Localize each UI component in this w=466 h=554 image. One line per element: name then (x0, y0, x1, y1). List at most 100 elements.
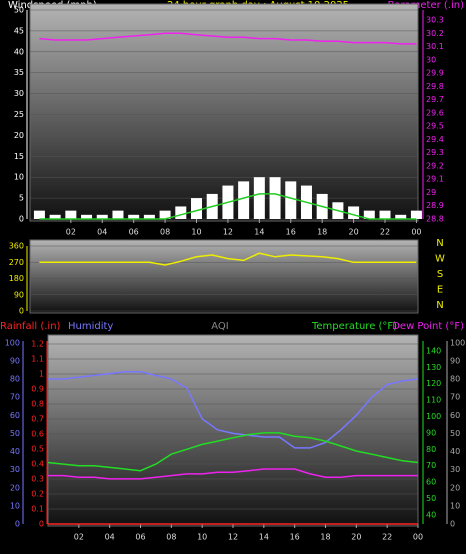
x-tick-label: 14 (259, 533, 269, 542)
y-tick-label: 60 (10, 411, 20, 420)
y-tick-label: 0.8 (31, 400, 44, 409)
y-tick-label: 10 (10, 501, 20, 510)
y-tick-label: 1.2 (31, 340, 44, 349)
wind-bar (159, 210, 171, 219)
y-tick-label: 100 (450, 338, 465, 347)
wind-bar (65, 210, 77, 219)
y-tick-label: 80 (450, 375, 460, 384)
y-tick-label: 100 (426, 412, 441, 421)
y-tick-label: 0 (15, 520, 20, 529)
direction-label: N (436, 300, 443, 311)
plot-area (29, 3, 419, 222)
y-tick-label: 30 (450, 465, 460, 474)
series-line (48, 468, 418, 480)
y-tick-label: 15 (14, 152, 24, 161)
direction-label: N (436, 238, 443, 249)
x-tick-label: 20 (349, 228, 359, 237)
series-line (39, 32, 417, 45)
y-tick-label: 0.9 (31, 385, 44, 394)
x-tick-label: 16 (290, 533, 300, 542)
y-tick-label: 25 (14, 110, 24, 119)
wind-bar (175, 206, 187, 219)
y-tick-label: 90 (450, 356, 460, 365)
y-tick-label: 0.2 (31, 490, 44, 499)
y-tick-label: 110 (426, 396, 441, 405)
x-tick-label: 14 (254, 228, 264, 237)
y-tick-label: 130 (426, 363, 441, 372)
direction-label: W (435, 254, 445, 265)
series-line (47, 432, 419, 472)
y-tick-label: 50 (450, 429, 460, 438)
x-tick-label: 22 (382, 533, 392, 542)
series-line (39, 252, 417, 266)
y-tick-label: 30 (426, 55, 436, 64)
y-tick-label: 70 (426, 461, 436, 470)
dew-label: Dew Point (°F) (392, 321, 464, 332)
x-tick-label: 12 (228, 533, 238, 542)
x-tick-label: 00 (411, 228, 421, 237)
series-line (48, 371, 419, 449)
y-tick-label: 29.6 (426, 108, 444, 117)
y-tick-label: 50 (10, 429, 20, 438)
x-tick-label: 12 (223, 228, 233, 237)
wind-bar (49, 214, 61, 219)
y-tick-label: 1 (39, 370, 44, 379)
y-tick-label: 10 (14, 173, 24, 182)
y-tick-label: 20 (450, 483, 460, 492)
y-tick-label: 30.1 (426, 42, 444, 51)
x-tick-label: 04 (97, 228, 107, 237)
wind-bar (410, 210, 422, 219)
x-tick-label: 10 (191, 228, 201, 237)
series-line (39, 193, 417, 220)
wind-bar (81, 214, 93, 219)
plot-area (47, 334, 419, 527)
x-tick-label: 02 (66, 228, 76, 237)
x-tick-label: 18 (317, 228, 327, 237)
wind-bar (395, 214, 407, 219)
x-tick-label: 04 (105, 533, 115, 542)
y-tick-label: 40 (426, 510, 436, 519)
y-tick-label: 20 (14, 131, 24, 140)
humidity-label: Humidity (68, 321, 113, 332)
y-tick-label: 50 (14, 6, 24, 15)
y-tick-label: 90 (10, 356, 20, 365)
y-tick-label: 29.3 (426, 148, 444, 157)
y-tick-label: 0 (39, 520, 44, 529)
y-tick-label: 29.1 (426, 175, 444, 184)
x-tick-label: 22 (380, 228, 390, 237)
y-tick-label: 30.2 (426, 29, 444, 38)
direction-label: S (437, 269, 443, 280)
y-tick-label: 29.5 (426, 122, 444, 131)
y-tick-label: 0.1 (31, 505, 44, 514)
y-tick-label: 0 (450, 520, 455, 529)
y-tick-label: 0.7 (31, 415, 44, 424)
wind-bar (191, 198, 203, 219)
y-tick-label: 90 (426, 428, 436, 437)
y-tick-label: 360 (9, 242, 24, 251)
y-tick-label: 140 (426, 346, 441, 355)
y-tick-label: 80 (426, 445, 436, 454)
x-tick-label: 10 (197, 533, 207, 542)
wind-bar (253, 177, 265, 219)
direction-label: E (437, 285, 443, 296)
wind-bar (238, 181, 250, 219)
y-tick-label: 45 (14, 26, 24, 35)
x-tick-label: 20 (351, 533, 361, 542)
y-tick-label: 60 (426, 478, 436, 487)
plot-area (29, 239, 419, 314)
x-tick-label: 06 (135, 533, 145, 542)
y-tick-label: 30.3 (426, 16, 444, 25)
y-tick-label: 270 (9, 258, 24, 267)
y-tick-label: 70 (450, 393, 460, 402)
y-tick-label: 5 (19, 194, 24, 203)
y-tick-label: 0 (19, 307, 24, 316)
y-tick-label: 180 (9, 274, 24, 283)
y-tick-label: 30 (14, 89, 24, 98)
wind-bar (128, 214, 140, 219)
x-tick-label: 18 (320, 533, 330, 542)
wind-bar (269, 177, 281, 219)
wind-bar (379, 210, 391, 219)
baro-label: Barometer (.in) (388, 0, 464, 11)
y-tick-label: 29.2 (426, 161, 444, 170)
